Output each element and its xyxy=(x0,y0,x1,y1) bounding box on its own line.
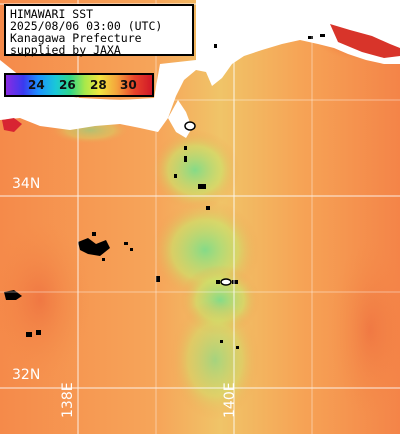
cool-water-patch xyxy=(150,130,240,210)
warm-water-patch xyxy=(330,240,400,420)
longitude-label: 140E xyxy=(222,382,238,418)
title-line-1: HIMAWARI SST xyxy=(10,7,94,21)
colorbar-tick: 28 xyxy=(90,78,107,92)
island xyxy=(184,121,232,286)
colorbar-tick: 30 xyxy=(120,78,137,92)
colorbar-gradient xyxy=(6,75,152,95)
title-box: HIMAWARI SST 2025/08/06 03:00 (UTC) Kana… xyxy=(4,4,194,56)
temperature-colorbar: 24 26 28 30 xyxy=(4,73,154,97)
colorbar-tick: 26 xyxy=(59,78,76,92)
warm-coast xyxy=(2,118,22,132)
colorbar-tick: 24 xyxy=(28,78,45,92)
cool-water-patch xyxy=(170,300,260,420)
warm-coast xyxy=(330,24,400,58)
title-line-4: supplied by JAXA xyxy=(10,43,121,57)
longitude-label: 138E xyxy=(60,382,76,418)
title-line-2: 2025/08/06 03:00 (UTC) xyxy=(10,19,163,33)
latitude-label: 32N xyxy=(12,367,41,383)
land-mass xyxy=(0,0,400,132)
warm-water-patch xyxy=(0,220,90,380)
title-line-3: Kanagawa Prefecture xyxy=(10,31,142,45)
cloud-cover xyxy=(4,34,325,349)
latitude-label: 34N xyxy=(12,176,41,192)
